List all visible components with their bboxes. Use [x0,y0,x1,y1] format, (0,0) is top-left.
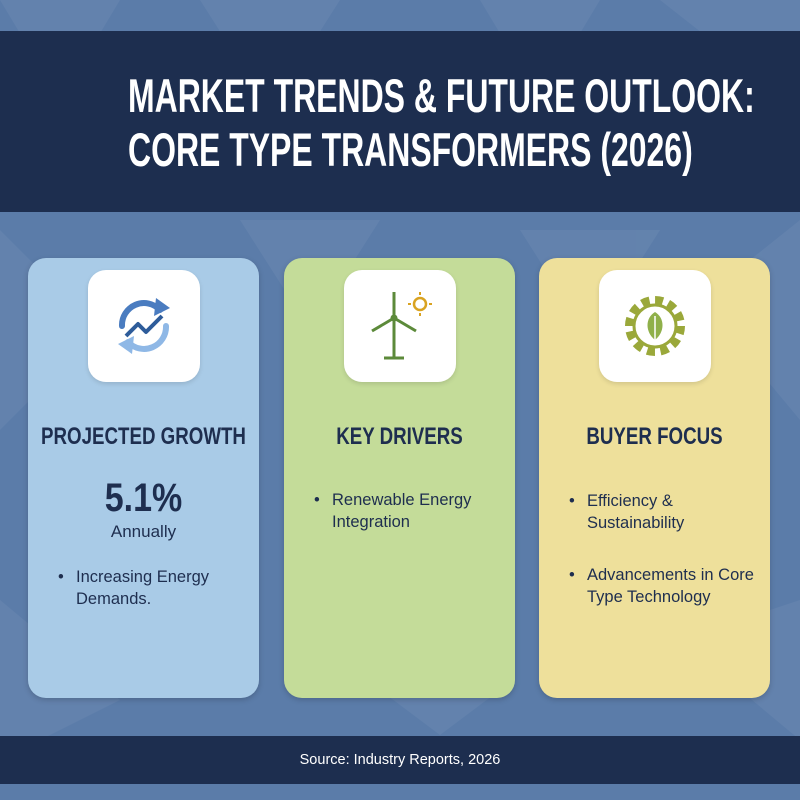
card: KEY DRIVERS Renewable Energy Integration [284,258,515,698]
card: PROJECTED GROWTH 5.1% Annually Increasin… [28,258,259,698]
bullet: Efficiency & Sustainability [565,490,764,534]
bullet: Increasing Energy Demands. [54,566,253,610]
bullet-list: Increasing Energy Demands. [54,566,253,640]
bullet: Renewable Energy Integration [310,489,509,533]
icon [88,270,200,382]
bullet-list: Renewable Energy Integration [310,489,509,563]
bullet: Advancements in Core Type Technology [565,564,764,608]
icon [599,270,711,382]
icon [344,270,456,382]
title-line: MARKET TRENDS & FUTURE OUTLOOK: [128,69,755,122]
card: BUYER FOCUS Efficiency & Sustainability … [539,258,770,698]
stat-value: 5.1% [104,476,183,520]
header: MARKET TRENDS & FUTURE OUTLOOK: CORE TYP… [0,31,800,212]
title-line: CORE TYPE TRANSFORMERS (2026) [128,123,693,176]
card-title: PROJECTED GROWTH [41,423,246,450]
footer-source: Source: Industry Reports, 2026 [0,736,800,784]
card-title: KEY DRIVERS [336,423,463,450]
stat-label: Annually [110,522,177,541]
bullet-list: Efficiency & Sustainability Advancements… [565,490,764,638]
card-title: BUYER FOCUS [586,423,723,450]
